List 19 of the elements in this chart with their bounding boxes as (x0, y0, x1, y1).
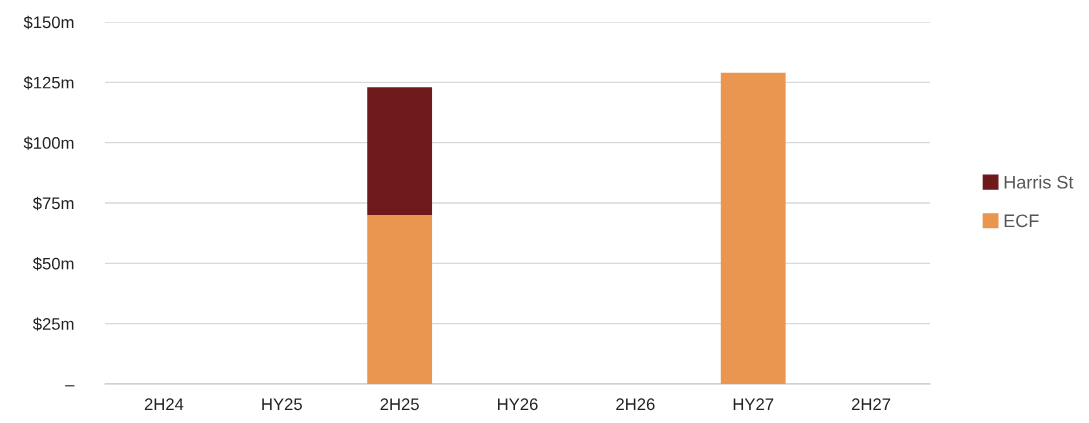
x-tick-label: 2H25 (380, 398, 419, 411)
x-tick-label: HY27 (733, 398, 774, 410)
x-tick-label: 2H24 (144, 398, 184, 410)
bar (367, 87, 433, 216)
y-tick-label: $50m (32, 257, 74, 271)
y-tick-label: $100m (23, 136, 74, 150)
y-tick-label: $25m (32, 317, 74, 331)
legend-label: ECF (1004, 214, 1039, 228)
y-tick-label: $75m (32, 196, 74, 211)
y-tick-label: – (65, 385, 75, 387)
bar (720, 72, 786, 384)
legend-label: Harris St (1004, 175, 1074, 189)
x-tick-label: 2H26 (616, 398, 655, 411)
x-tick-label: 2H27 (851, 398, 891, 410)
y-tick-label: $125m (23, 76, 74, 90)
x-tick-label: HY25 (262, 398, 302, 411)
x-tick-label: HY26 (498, 398, 538, 411)
bar (367, 215, 433, 384)
y-tick-label: $150m (23, 15, 74, 30)
